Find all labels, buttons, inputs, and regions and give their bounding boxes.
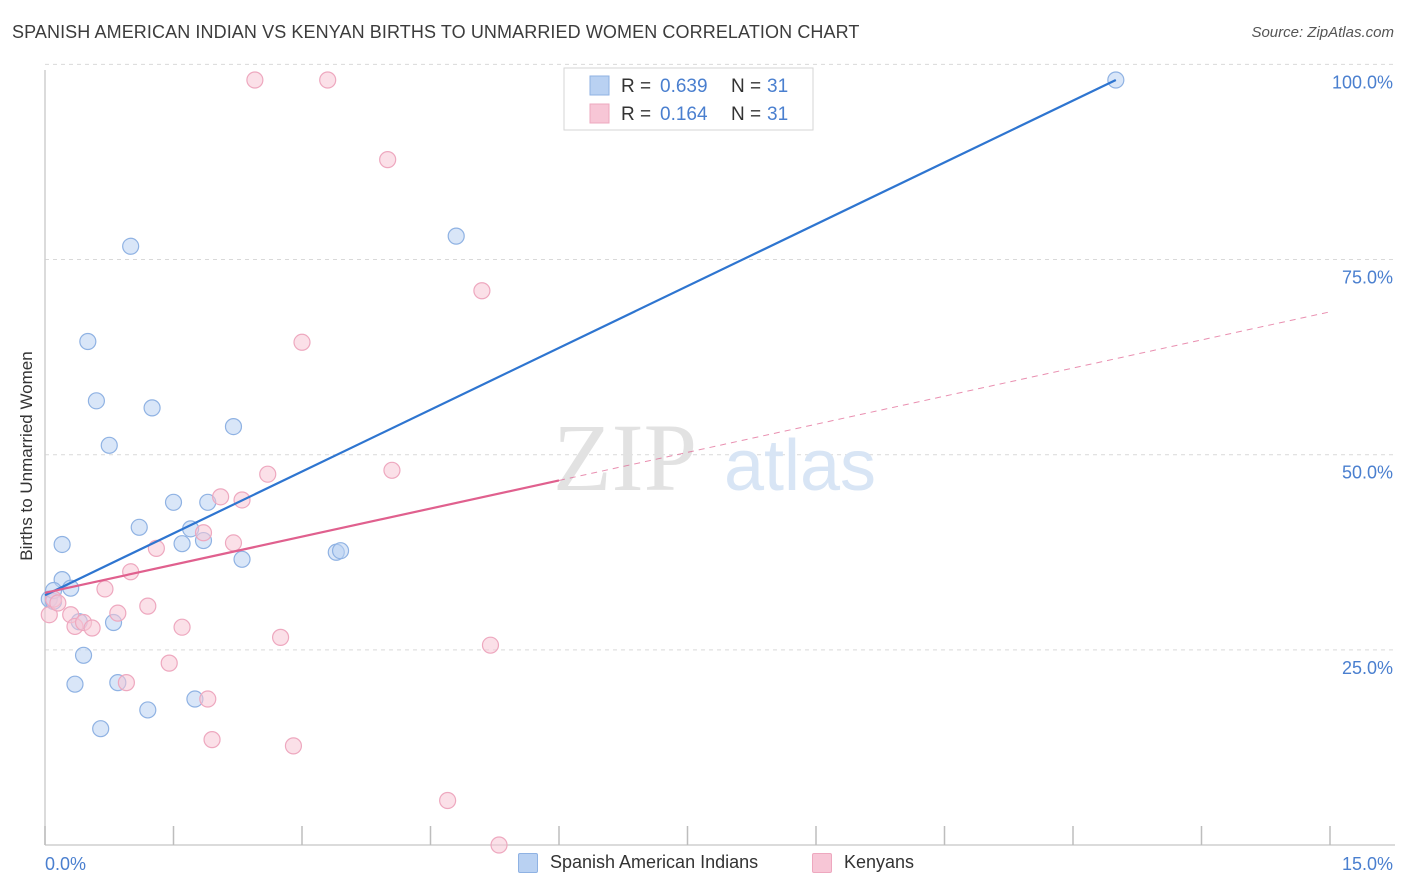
data-point <box>224 534 243 552</box>
trend-lines <box>44 79 1331 597</box>
data-point <box>173 618 191 636</box>
data-point <box>173 535 191 553</box>
data-point <box>473 282 491 300</box>
series-kenyans <box>40 71 508 854</box>
legend-item-kenyans[interactable]: Kenyans <box>812 852 914 873</box>
data-point <box>212 488 230 506</box>
data-point <box>271 628 290 646</box>
axes <box>44 70 1395 846</box>
data-point <box>246 71 264 89</box>
chart-title: SPANISH AMERICAN INDIAN VS KENYAN BIRTHS… <box>12 22 860 42</box>
watermark-zip: ZIP <box>553 404 697 511</box>
data-point <box>92 720 110 738</box>
n-value: 31 <box>767 76 788 97</box>
data-point <box>130 518 148 536</box>
x-tick-label-min: 0.0% <box>45 854 86 874</box>
data-point <box>447 227 465 245</box>
legend-swatch-pink <box>812 852 832 873</box>
data-point <box>83 619 101 637</box>
stats-swatch-pink <box>589 103 610 124</box>
data-point <box>439 791 457 810</box>
data-point <box>233 550 251 568</box>
data-point <box>139 701 157 719</box>
n-label: N = <box>731 104 761 125</box>
data-point <box>40 606 58 624</box>
n-value: 31 <box>767 104 788 125</box>
legend-label-kenyans: Kenyans <box>844 852 915 872</box>
data-point <box>49 594 67 612</box>
y-tick-label: 25.0% <box>1342 658 1393 678</box>
trend-line-kenyans <box>44 479 560 594</box>
y-tick-label: 75.0% <box>1342 268 1393 288</box>
r-label: R = <box>621 76 651 97</box>
data-point <box>87 392 106 410</box>
y-tick-label: 100.0% <box>1332 72 1393 92</box>
r-label: R = <box>621 104 651 125</box>
data-point <box>117 674 135 692</box>
legend-label-spanish-american-indians: Spanish American Indians <box>550 852 759 872</box>
n-label: N = <box>731 76 761 97</box>
data-point <box>383 461 401 479</box>
data-point <box>490 836 508 854</box>
r-value: 0.164 <box>660 104 708 125</box>
data-point <box>194 524 213 542</box>
bottom-legend: Spanish American Indians Kenyans <box>0 852 1406 878</box>
source-credit: Source: ZipAtlas.com <box>1251 24 1394 41</box>
data-point <box>66 675 84 693</box>
y-tick-label: 50.0% <box>1342 463 1393 483</box>
gridlines <box>45 63 1395 651</box>
data-point <box>160 654 178 672</box>
data-point <box>284 737 303 755</box>
data-point <box>96 580 114 598</box>
data-point <box>259 465 277 483</box>
data-point <box>164 493 183 511</box>
r-value: 0.639 <box>660 76 708 97</box>
tick-labels: 25.0% 50.0% 75.0% 100.0% 0.0% 15.0% <box>45 72 1393 874</box>
data-point <box>139 597 157 615</box>
data-point <box>143 399 161 417</box>
trend-line-spanish-american-indians <box>44 79 1117 597</box>
data-point <box>481 636 500 654</box>
data-point <box>293 333 311 351</box>
data-point <box>122 237 140 255</box>
data-point <box>331 542 350 560</box>
data-point <box>109 604 127 622</box>
watermark: ZIP atlas <box>553 404 876 511</box>
data-point <box>79 332 97 351</box>
data-point <box>53 535 71 554</box>
data-point <box>74 646 93 664</box>
data-point <box>224 417 243 436</box>
stats-legend: R = 0.639 N = 31 R = 0.164 N = 31 <box>563 67 814 131</box>
data-point <box>199 690 217 708</box>
data-point <box>100 436 118 454</box>
data-point <box>379 151 397 169</box>
data-point <box>319 71 337 89</box>
legend-item-spanish-american-indians[interactable]: Spanish American Indians <box>518 852 758 873</box>
stats-swatch-blue <box>589 75 610 96</box>
x-tick-label-max: 15.0% <box>1342 854 1393 874</box>
watermark-atlas: atlas <box>724 426 876 506</box>
legend-swatch-blue <box>518 852 538 873</box>
data-point <box>203 731 221 749</box>
